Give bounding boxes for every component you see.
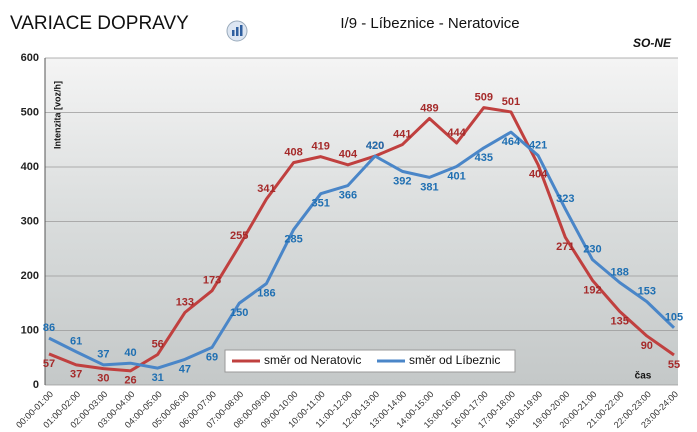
data-label: 421 [529,139,547,151]
y-tick-label: 0 [33,379,39,391]
y-tick-label: 200 [21,270,39,282]
legend-box [224,349,516,373]
legend-label: směr od Neratovic [264,353,361,367]
data-label: 153 [638,286,656,298]
data-label: 441 [393,129,411,141]
data-label: 392 [393,175,411,187]
data-label: 341 [257,183,275,195]
y-axis-label: Intenzita [voz/h] [52,81,62,149]
chart-title: VARIACE DOPRAVY [10,13,189,34]
data-label: 285 [284,234,302,246]
data-label: 444 [447,127,466,139]
data-label: 37 [70,369,82,381]
data-label: 105 [665,312,683,324]
y-tick-label: 400 [21,161,39,173]
data-label: 408 [284,147,302,159]
data-label: 86 [43,322,55,334]
data-label: 404 [339,149,358,161]
data-label: 31 [152,372,164,384]
icon-bar [236,27,239,36]
data-label: 419 [312,141,330,153]
data-label: 57 [43,358,55,370]
data-label: 404 [529,169,548,181]
data-label: 366 [339,189,357,201]
data-label: 420 [366,140,384,152]
data-label: 26 [124,375,136,387]
legend-label: směr od Líbeznic [409,353,500,367]
annotation: SO-NE [633,36,672,50]
data-label: 230 [583,244,601,256]
icon-bar [232,30,235,36]
icon-bar [240,25,243,36]
data-label: 135 [610,315,628,327]
data-label: 420 [366,140,384,152]
y-tick-label: 300 [21,215,39,227]
series-line [48,130,676,370]
data-label: 173 [203,275,221,287]
data-label: 47 [179,363,191,375]
data-label: 133 [176,296,194,308]
data-label: 37 [97,349,109,361]
data-label: 435 [475,152,493,164]
chart-subtitle: I/9 - Líbeznice - Neratovice [340,15,519,32]
y-tick-label: 600 [21,52,39,64]
data-label: 381 [420,181,438,193]
data-label: 489 [420,102,438,114]
y-tick-label: 100 [21,324,39,336]
data-label: 188 [610,266,628,278]
data-label: 464 [502,136,521,148]
data-label: 56 [152,338,164,350]
data-label: 323 [556,193,574,205]
x-axis-label: čas [635,371,652,382]
data-label: 401 [447,170,465,182]
data-label: 69 [206,351,218,363]
data-label: 55 [668,359,680,371]
data-label: 271 [556,241,574,253]
y-tick-label: 500 [21,106,39,118]
data-label: 501 [502,96,520,108]
legend: směr od Neratovic směr od Líbeznic [224,349,516,373]
data-label: 61 [70,336,82,348]
data-label: 186 [257,288,275,300]
data-label: 509 [475,92,493,104]
data-label: 150 [230,307,248,319]
data-label: 90 [641,340,653,352]
series-line [48,106,675,373]
data-label: 40 [124,347,136,359]
data-label: 192 [583,284,601,296]
data-label: 351 [312,198,330,210]
data-label: 255 [230,230,248,242]
data-label: 30 [97,373,109,385]
